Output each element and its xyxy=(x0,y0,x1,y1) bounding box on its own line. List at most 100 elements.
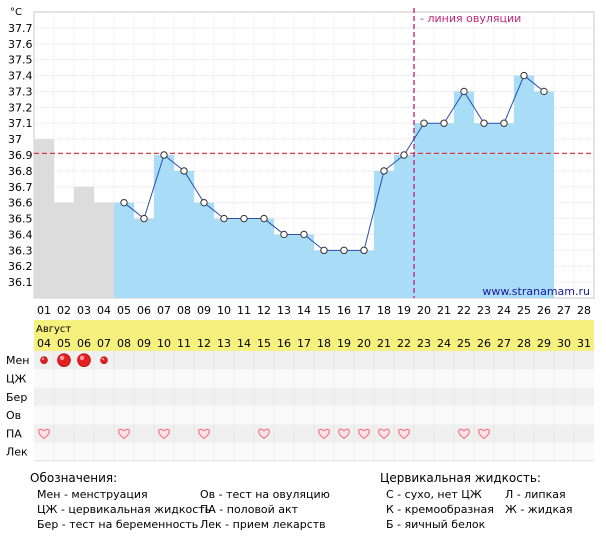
temperature-bar xyxy=(254,218,274,298)
calendar-date: 10 xyxy=(157,337,171,350)
drop-highlight xyxy=(41,357,45,361)
heart-icon xyxy=(318,428,330,440)
y-tick-label: 37.7 xyxy=(8,22,33,35)
heart-icon xyxy=(478,428,490,440)
cycle-day-label: 20 xyxy=(417,304,431,317)
legend-lek: Лек - прием лекарств xyxy=(200,518,326,531)
table-row-label: ПА xyxy=(6,427,22,440)
temperature-point xyxy=(280,230,288,239)
temperature-point xyxy=(380,167,388,175)
y-tick-label: 37.3 xyxy=(8,85,33,98)
y-tick-label: 36.2 xyxy=(8,260,33,273)
legend-ov: Ов - тест на овуляцию xyxy=(200,488,330,501)
table-row-label: Бер xyxy=(6,391,27,404)
heart-icon xyxy=(358,428,370,440)
calendar-date: 22 xyxy=(397,337,411,350)
heart-icon xyxy=(378,428,390,440)
calendar-date: 14 xyxy=(237,337,251,350)
cycle-day-label: 11 xyxy=(237,304,251,317)
y-tick-label: 37.5 xyxy=(8,54,33,67)
calendar-date: 23 xyxy=(417,337,431,350)
y-tick-label: 36.7 xyxy=(8,181,33,194)
cervical-watery: Ж - жидкая xyxy=(505,503,573,516)
calendar-date: 20 xyxy=(357,337,371,350)
temperature-point xyxy=(160,151,168,159)
y-tick-label: 36.5 xyxy=(8,213,33,226)
table-row-label: Мен xyxy=(6,354,29,367)
temperature-bar xyxy=(34,139,54,298)
cycle-day-label: 04 xyxy=(97,304,111,317)
calendar-date: 18 xyxy=(317,337,331,350)
heart-icon xyxy=(458,428,470,440)
temperature-bar xyxy=(314,250,334,298)
table-row-label: Лек xyxy=(6,446,28,459)
legend-ber: Бер - тест на беременность xyxy=(37,518,199,531)
calendar-date: 13 xyxy=(217,337,231,350)
calendar-date: 27 xyxy=(497,337,511,350)
temperature-point xyxy=(360,246,368,255)
calendar-date: 26 xyxy=(477,337,491,350)
legend-cj: ЦЖ - цервикальная жидкость xyxy=(37,503,212,516)
watermark: www.stranamam.ru xyxy=(482,285,590,298)
temperature-bar xyxy=(154,155,174,298)
cycle-day-label: 16 xyxy=(337,304,351,317)
menstruation-drop-icon xyxy=(100,356,108,364)
calendar-date: 28 xyxy=(517,337,531,350)
heart-icon xyxy=(158,428,170,440)
calendar-date: 09 xyxy=(137,337,151,350)
calendar-date: 30 xyxy=(557,337,571,350)
temperature-point xyxy=(420,119,428,127)
temperature-point xyxy=(340,246,348,255)
cycle-day-label: 09 xyxy=(197,304,211,317)
y-tick-label: 36.4 xyxy=(8,228,33,241)
temperature-bar xyxy=(274,234,294,298)
y-unit-label: °C xyxy=(10,7,22,18)
temperature-bar xyxy=(394,155,414,298)
temperature-bar xyxy=(434,123,454,298)
drop-highlight xyxy=(101,357,105,361)
cycle-day-label: 23 xyxy=(477,304,491,317)
temperature-bar xyxy=(214,218,234,298)
cycle-day-label: 10 xyxy=(217,304,231,317)
temperature-point xyxy=(320,246,328,255)
temperature-point xyxy=(120,198,128,207)
temperature-line xyxy=(123,74,545,251)
calendar-date: 11 xyxy=(177,337,191,350)
cycle-day-label: 15 xyxy=(317,304,331,317)
temperature-point xyxy=(260,214,268,223)
table-row-label: ЦЖ xyxy=(6,372,27,385)
calendar-date: 25 xyxy=(457,337,471,350)
temperature-bar xyxy=(354,250,374,298)
temperature-point xyxy=(540,87,548,96)
month-label: Август xyxy=(36,324,71,335)
temperature-point xyxy=(200,198,208,207)
cycle-day-label: 02 xyxy=(57,304,71,317)
table-row-label: Ов xyxy=(6,409,21,422)
y-tick-label: 36.8 xyxy=(8,165,33,178)
cycle-day-label: 06 xyxy=(137,304,151,317)
cycle-day-label: 17 xyxy=(357,304,371,317)
temperature-bar xyxy=(74,186,94,298)
cycle-day-label: 27 xyxy=(557,304,571,317)
cycle-day-label: 18 xyxy=(377,304,391,317)
cycle-day-label: 03 xyxy=(77,304,91,317)
temperature-bar xyxy=(234,218,254,298)
cervical-creamy: К - кремообразная xyxy=(386,503,494,516)
calendar-date: 29 xyxy=(537,337,551,350)
calendar-date: 04 xyxy=(37,337,51,350)
cervical-dry: С - сухо, нет ЦЖ xyxy=(386,488,482,501)
cycle-day-label: 25 xyxy=(517,304,531,317)
y-tick-label: 37.2 xyxy=(8,101,33,114)
temperature-bar xyxy=(534,91,554,298)
legend-pa: ПА - половой акт xyxy=(200,503,299,516)
y-tick-label: 36.6 xyxy=(8,197,33,210)
cycle-day-label: 22 xyxy=(457,304,471,317)
temperature-bar xyxy=(294,234,314,298)
temperature-point xyxy=(140,214,148,223)
temperature-bar xyxy=(494,123,514,298)
cycle-day-label: 26 xyxy=(537,304,551,317)
legend-men: Мен - менструация xyxy=(37,488,148,501)
temperature-bar xyxy=(194,202,214,298)
calendar-date: 16 xyxy=(277,337,291,350)
heart-icon xyxy=(38,428,50,440)
